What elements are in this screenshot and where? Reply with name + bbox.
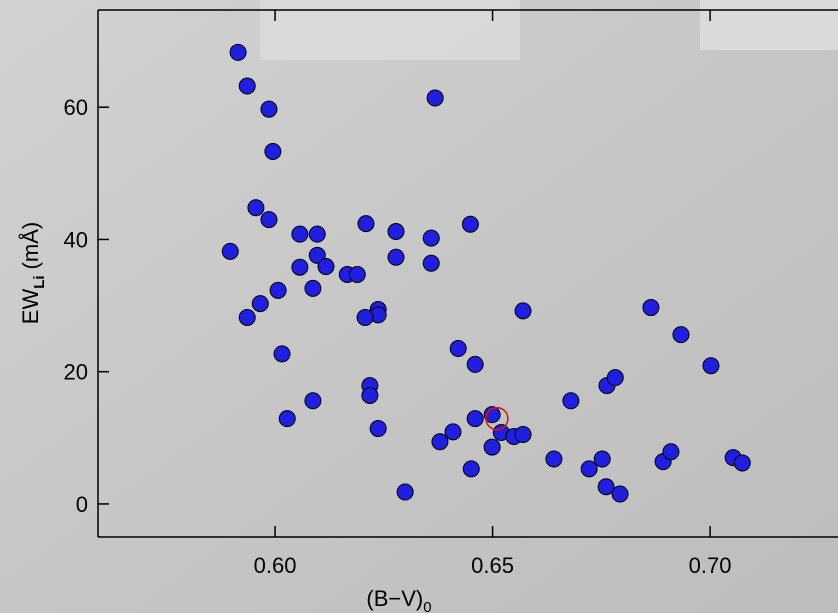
point [369,420,387,438]
y-tick-label: 20 [64,360,88,385]
point [348,265,366,283]
point [422,254,440,272]
point [273,345,291,363]
open-marker [485,406,509,431]
point [593,450,611,468]
point [514,426,532,444]
point [662,443,680,461]
point [426,89,444,107]
point [672,326,690,344]
point [304,392,322,410]
point [466,410,484,428]
background-patch [260,0,520,60]
point [387,248,405,266]
y-label-main: EW [18,289,43,325]
point [356,308,374,326]
point [611,485,629,503]
point [264,143,282,161]
point [431,433,449,451]
y-axis-label: EWLi (mÅ) [18,222,48,324]
point [483,406,501,424]
point [444,423,462,441]
x-label-main: (B−V) [366,586,423,611]
point [642,299,660,317]
point [461,215,479,233]
point [545,450,563,468]
point [260,100,278,118]
point [291,225,309,243]
point [606,369,624,387]
point [247,199,265,217]
point [483,438,501,456]
point [449,340,467,358]
point [308,246,326,264]
point [361,386,379,404]
point [466,355,484,373]
y-tick-label: 0 [76,492,88,517]
point [238,77,256,95]
point [308,225,326,243]
x-tick-label: 0.65 [471,553,514,578]
point [580,460,598,478]
x-axis-label: (B−V)0 [366,586,431,613]
x-label-sub: 0 [423,599,431,613]
point [221,242,239,260]
y-tick-label: 60 [64,95,88,120]
point [514,302,532,320]
x-tick-label: 0.60 [254,553,297,578]
point [229,43,247,61]
point [462,460,480,478]
point [702,357,720,375]
point [251,295,269,313]
point [269,281,287,299]
point [291,258,309,276]
point [357,215,375,233]
point [317,258,335,276]
y-label-sub: Li [31,275,48,288]
point [562,392,580,410]
point [304,279,322,297]
point [260,211,278,229]
point [733,454,751,472]
background-patch [700,0,838,50]
x-tick-label: 0.70 [689,553,732,578]
point [387,223,405,241]
point [396,483,414,501]
y-label-unit: (mÅ) [18,222,43,270]
point [278,410,296,428]
point [597,478,615,496]
y-tick-label: 40 [64,227,88,252]
point [238,308,256,326]
point [422,229,440,247]
